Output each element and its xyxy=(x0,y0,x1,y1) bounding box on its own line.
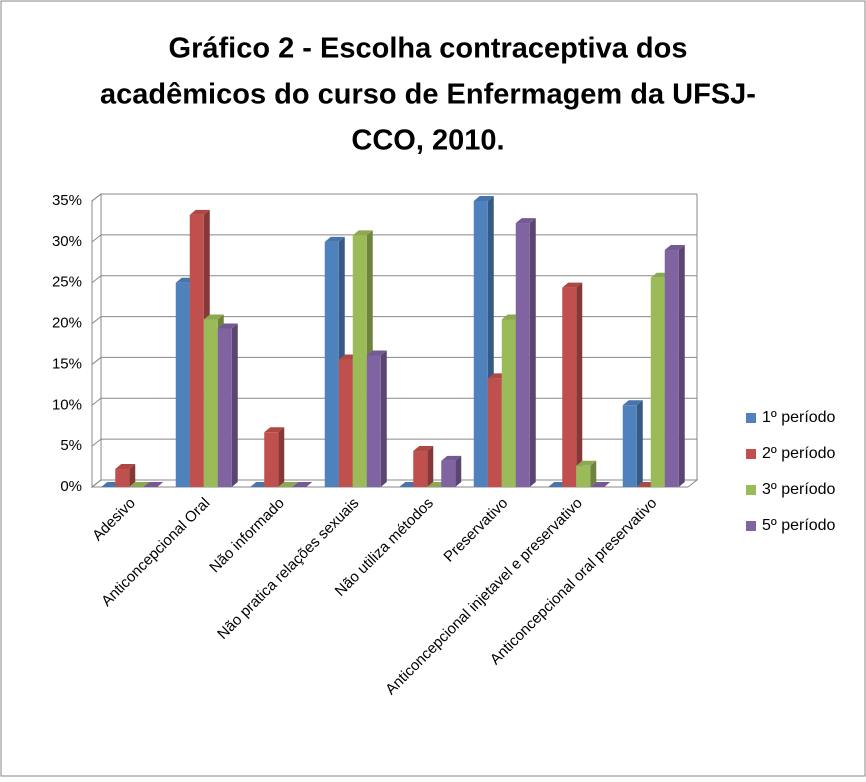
bar-side xyxy=(380,350,387,487)
bar xyxy=(562,287,577,487)
bar xyxy=(441,460,456,487)
bar-top xyxy=(352,230,373,236)
bar-top xyxy=(324,236,345,242)
y-tick-label: 15% xyxy=(52,355,82,372)
bar-side xyxy=(455,455,462,487)
bar xyxy=(650,277,665,487)
bar-top xyxy=(264,427,285,433)
bar xyxy=(189,214,204,488)
y-tick-label: 20% xyxy=(52,315,82,332)
bar xyxy=(217,328,232,487)
grid-line xyxy=(91,193,697,202)
bar xyxy=(264,432,279,487)
bar-top xyxy=(129,482,150,487)
bar-top xyxy=(189,209,210,215)
bar-side xyxy=(278,427,285,487)
bar xyxy=(576,465,591,487)
legend-label: 1º período xyxy=(762,409,836,426)
bar xyxy=(338,359,353,487)
legend-swatch xyxy=(746,485,756,495)
y-tick-label: 25% xyxy=(52,274,82,291)
bar xyxy=(413,451,428,487)
bar-side xyxy=(590,460,597,487)
y-tick-label: 10% xyxy=(52,396,82,413)
bar-top xyxy=(664,245,685,251)
bar-top xyxy=(217,323,238,329)
bar-side xyxy=(427,446,434,487)
legend-label: 2º período xyxy=(762,445,836,462)
bar xyxy=(473,201,488,487)
bar xyxy=(203,319,218,487)
legend-swatch xyxy=(746,413,756,423)
legend-swatch xyxy=(746,521,756,531)
bar-top xyxy=(576,460,597,466)
grid-line xyxy=(91,275,697,284)
y-tick-label: 35% xyxy=(52,192,82,209)
chart-title: acadêmicos do curso de Enfermagem da UFS… xyxy=(100,79,756,111)
bar-top xyxy=(622,400,643,406)
grid-line xyxy=(91,316,697,324)
bar xyxy=(622,405,637,487)
chart-title: Gráfico 2 - Escolha contraceptiva dos xyxy=(169,33,688,65)
bar-top xyxy=(278,482,299,487)
legend-label: 5º período xyxy=(762,517,836,534)
bar-top xyxy=(562,282,583,288)
y-tick-label: 5% xyxy=(60,437,82,454)
bar xyxy=(664,250,679,487)
bar-side xyxy=(576,282,583,487)
bar-side xyxy=(636,400,643,487)
bar-top xyxy=(203,314,224,320)
bar xyxy=(352,235,367,487)
bar-side xyxy=(529,218,536,487)
bar xyxy=(501,319,516,487)
bar-top xyxy=(413,446,434,452)
bar-top xyxy=(292,482,313,487)
bar xyxy=(115,469,130,487)
bar-side xyxy=(231,323,238,487)
bar xyxy=(324,241,339,487)
bar-side xyxy=(678,245,685,487)
bar-top xyxy=(515,218,536,224)
y-tick-label: 30% xyxy=(52,233,82,250)
bar xyxy=(487,378,502,487)
grid-line xyxy=(91,356,697,365)
bar-top xyxy=(441,455,462,461)
grid-line xyxy=(91,234,697,243)
bar xyxy=(366,355,381,487)
bar-side xyxy=(129,464,136,487)
bar-top xyxy=(473,196,494,201)
bar-top xyxy=(366,350,387,356)
bar-top xyxy=(143,482,164,487)
legend-swatch xyxy=(746,449,756,459)
chart-title: CCO, 2010. xyxy=(351,125,504,157)
bar-top xyxy=(115,464,136,470)
legend-label: 3º período xyxy=(762,481,836,498)
bar xyxy=(515,223,530,487)
y-tick-label: 0% xyxy=(60,478,82,495)
bar-top xyxy=(590,482,611,487)
bar xyxy=(175,282,190,487)
